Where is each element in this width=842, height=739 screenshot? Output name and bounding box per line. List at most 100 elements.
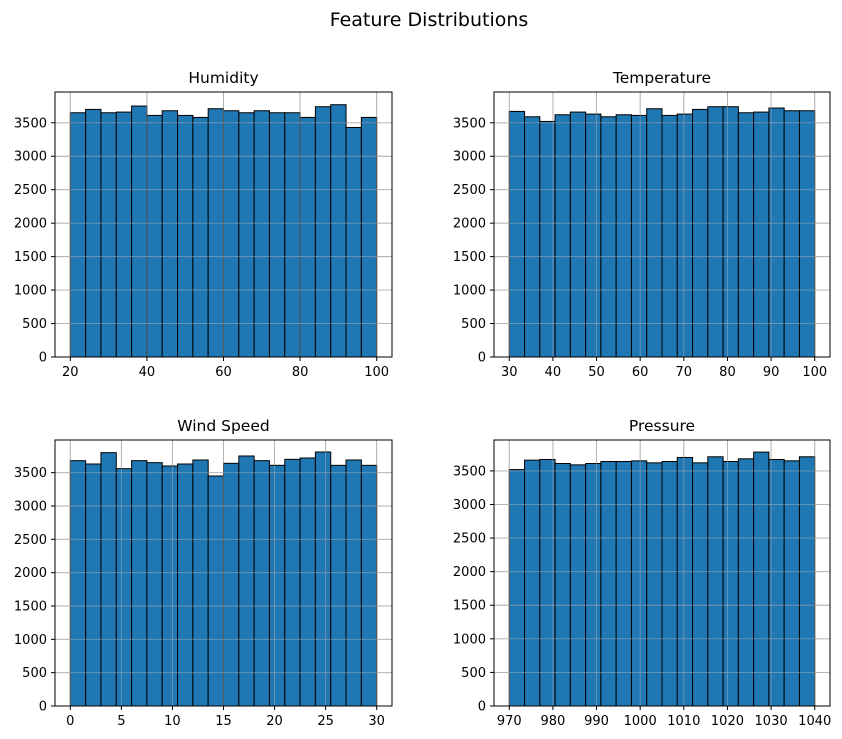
y-tick-label: 1500: [14, 600, 47, 615]
x-tick-label: 70: [676, 365, 693, 380]
y-tick-label: 0: [39, 351, 47, 366]
histogram-bar: [554, 463, 571, 707]
y-tick-label: 1000: [14, 633, 47, 648]
histogram-bar: [676, 113, 694, 358]
histogram-bar: [783, 460, 800, 707]
histogram-bar: [161, 110, 179, 358]
x-tick-label: 1040: [798, 714, 831, 729]
y-tick-label: 500: [461, 666, 486, 681]
histogram-bar: [330, 464, 347, 707]
x-tick-label: 30: [368, 714, 385, 729]
histogram-bar: [177, 114, 194, 358]
axes-frame: [493, 91, 831, 358]
y-tick-label: 1500: [14, 250, 47, 265]
histogram-bar: [284, 112, 301, 358]
histogram-bar: [238, 112, 255, 358]
histogram-bar: [85, 463, 102, 707]
x-tick-label: 20: [266, 714, 283, 729]
x-tick-label: 80: [292, 365, 309, 380]
subplot-title: Wind Speed: [177, 417, 269, 435]
histogram-bar: [661, 114, 678, 358]
x-tick-label: 1000: [624, 714, 657, 729]
histogram-bar: [284, 458, 301, 707]
histogram-bar: [707, 106, 724, 358]
histogram-bar: [131, 105, 148, 358]
histogram-bar: [615, 114, 632, 358]
y-tick-label: 3000: [453, 498, 486, 513]
y-tick-label: 1000: [453, 284, 486, 299]
histogram-bar: [569, 464, 587, 707]
subplot-title: Temperature: [612, 69, 711, 87]
x-tick-label: 100: [364, 365, 389, 380]
histogram-bar: [508, 110, 526, 358]
histogram-bar: [722, 106, 739, 358]
x-tick-label: 40: [139, 365, 156, 380]
x-tick-label: 1010: [667, 714, 700, 729]
x-tick-label: 40: [545, 365, 562, 380]
histogram-bar: [737, 458, 755, 707]
x-tick-label: 15: [215, 714, 232, 729]
histogram-bar: [146, 114, 163, 358]
y-tick-label: 2500: [14, 183, 47, 198]
y-tick-label: 1000: [14, 284, 47, 299]
histogram-bar: [753, 451, 770, 707]
histogram-bar: [737, 112, 755, 358]
histogram-bar: [238, 455, 255, 707]
histogram-bar: [524, 116, 541, 358]
x-tick-label: 20: [62, 365, 79, 380]
subplot-title: Pressure: [629, 417, 695, 435]
histogram-bar: [722, 460, 739, 707]
histogram-bar: [146, 462, 163, 707]
x-tick-label: 970: [497, 714, 522, 729]
y-tick-label: 2500: [453, 532, 486, 547]
y-tick-label: 3000: [453, 150, 486, 165]
y-tick-label: 3500: [453, 116, 486, 131]
histogram-bar: [253, 110, 270, 358]
histogram-bar: [69, 112, 87, 358]
histogram-bar: [207, 108, 225, 358]
x-tick-label: 990: [584, 714, 609, 729]
y-tick-label: 0: [478, 700, 486, 715]
histogram-bar: [661, 460, 678, 707]
x-tick-label: 80: [719, 365, 736, 380]
histogram-bar: [299, 457, 316, 707]
subplot-4: 970 980 990 1000 1010 1020 1030 1040 0 500 1000 150…: [453, 417, 831, 729]
histogram-bar: [100, 112, 117, 358]
x-tick-label: 5: [117, 714, 125, 729]
histogram-bar: [345, 459, 362, 707]
y-tick-label: 3000: [14, 500, 47, 515]
histogram-bar: [69, 460, 87, 707]
x-tick-label: 1020: [711, 714, 744, 729]
x-tick-label: 10: [164, 714, 181, 729]
histogram-bar: [330, 104, 347, 358]
histogram-bar: [360, 116, 378, 358]
histogram-bar: [585, 463, 602, 707]
subplot-title: Humidity: [188, 69, 258, 87]
histogram-bar: [646, 462, 663, 707]
histogram-bar: [115, 111, 133, 358]
y-tick-label: 3000: [14, 150, 47, 165]
histogram-bar: [798, 456, 816, 707]
y-tick-label: 2000: [14, 217, 47, 232]
x-tick-label: 50: [588, 365, 605, 380]
x-tick-label: 25: [317, 714, 334, 729]
histogram-bar: [268, 112, 286, 358]
histogram-bar: [615, 460, 632, 707]
histogram-bar: [268, 464, 286, 707]
x-tick-label: 1030: [755, 714, 788, 729]
histogram-bar: [600, 116, 617, 358]
axes-frame: [493, 439, 831, 707]
histogram-bar: [223, 110, 240, 358]
y-tick-label: 0: [39, 700, 47, 715]
x-tick-label: 30: [501, 365, 518, 380]
histogram-bar: [783, 110, 800, 358]
y-tick-label: 500: [22, 317, 47, 332]
y-tick-label: 2500: [14, 533, 47, 548]
histogram-bar: [630, 114, 648, 358]
histogram-bar: [314, 451, 332, 707]
y-tick-label: 2500: [453, 183, 486, 198]
histogram-bar: [585, 113, 602, 358]
y-tick-label: 2000: [453, 217, 486, 232]
x-tick-label: 0: [66, 714, 74, 729]
